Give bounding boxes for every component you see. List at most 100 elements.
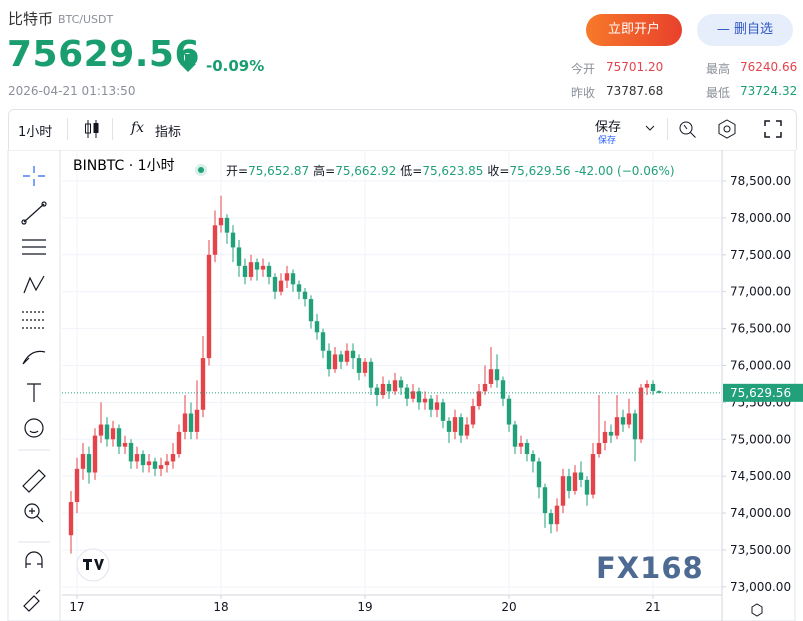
candle-body (350, 350, 356, 359)
pair: BTC/USDT (58, 13, 114, 26)
separator (667, 118, 668, 140)
candle-body (260, 265, 266, 270)
candle-body (500, 380, 506, 399)
candle-body (212, 225, 218, 255)
candle-body (572, 472, 578, 491)
stat-label: 昨收 (571, 86, 596, 100)
grid (62, 150, 722, 595)
y-tick-label: 73,500.00 (730, 543, 791, 557)
candle-body (512, 424, 518, 447)
candle-body (80, 454, 86, 469)
stat-label: 今开 (571, 62, 596, 76)
candle-body (344, 350, 350, 362)
candle-body (110, 428, 116, 440)
candle-body (602, 431, 608, 443)
legend-label: 高= (313, 164, 336, 178)
candle-body (536, 461, 542, 488)
candle-body (146, 461, 152, 466)
candle-body (254, 262, 260, 270)
candle-body (506, 398, 512, 425)
candle-body (446, 420, 452, 432)
chevron[interactable] (644, 123, 656, 133)
candle-body (584, 479, 590, 495)
candle-body (596, 442, 602, 455)
candle-body (98, 424, 104, 436)
price: 75629.56 (7, 34, 201, 75)
candle-body (590, 454, 596, 495)
candle-body (314, 321, 320, 333)
candle-body (116, 428, 122, 447)
save[interactable]: 保存 (595, 120, 622, 135)
candle-body (620, 417, 626, 425)
candle-body (440, 402, 446, 421)
stat-value: 75701.20 (606, 60, 664, 74)
y-tick-label: 75,000.00 (730, 432, 791, 446)
interval[interactable]: 1小时 (18, 125, 53, 140)
candle-body (608, 431, 614, 436)
legend-value: 75,662.92 (335, 164, 397, 178)
candle-body (566, 476, 572, 491)
timestamp: 2026-04-21 01:13:50 (8, 84, 136, 98)
candle-body (398, 380, 404, 388)
settings-icon[interactable] (716, 118, 738, 140)
axis-settings-icon[interactable] (751, 603, 763, 617)
fullscreen-icon[interactable] (763, 119, 783, 139)
candle-body (86, 454, 92, 473)
candle-body (182, 413, 188, 432)
snapshot-icon[interactable] (677, 118, 699, 140)
open-account-button[interactable]: 立即开户 (586, 14, 682, 46)
y-tick-label: 76,000.00 (730, 358, 791, 372)
candle-body (626, 413, 632, 425)
y-tick-label: 78,500.00 (730, 174, 791, 188)
candle-body (248, 262, 254, 277)
candle-body (296, 284, 302, 292)
candle-body (176, 431, 182, 455)
stat-value: 73724.32 (740, 84, 798, 98)
candle-body (554, 505, 560, 525)
candle-body (422, 398, 428, 403)
chart-title: BINBTC · 1小时 (73, 158, 175, 174)
candle-body (530, 454, 536, 462)
legend-value: 75,629.56 (509, 164, 571, 178)
coin-name: 比特币 (8, 10, 54, 28)
candle-body (290, 273, 296, 285)
stat-value: 76240.66 (740, 60, 798, 74)
down-arrow (180, 54, 196, 72)
candle-body (362, 361, 368, 373)
y-tick-label: 77,500.00 (730, 248, 791, 262)
drawing-tools[interactable] (21, 166, 47, 612)
candle-body (548, 513, 554, 525)
candle-body (200, 358, 206, 410)
stat-label: 最高 (706, 62, 731, 76)
candle-body (68, 502, 74, 536)
chart: BINBTC · 1小时 FX168 73,000.00 73,500.00 74,… (7, 150, 803, 621)
last-price-label: 75,629.56 (730, 386, 791, 400)
indicators[interactable]: 指标 (155, 125, 182, 140)
remove-watch-button[interactable]: — 删自选 (697, 14, 793, 46)
candle-body (374, 387, 380, 396)
candle-body (218, 217, 224, 226)
last-price-box (723, 383, 803, 402)
candle-body (152, 461, 158, 469)
candle-body (524, 442, 530, 455)
candle-body (158, 465, 164, 469)
tv-logo (83, 559, 104, 570)
separator (67, 118, 68, 140)
candle-body (170, 454, 176, 462)
candle-body (194, 409, 200, 432)
candle-icon[interactable] (84, 119, 100, 139)
save-sub: 保存 (598, 136, 617, 146)
candle-body (266, 265, 272, 277)
candle-body (122, 442, 128, 447)
candle-body (644, 383, 650, 388)
candle-body (92, 435, 98, 473)
stat-value: 73787.68 (606, 84, 664, 98)
candle-body (650, 383, 656, 392)
y-tick-label: 78,000.00 (730, 211, 791, 225)
candle-body (224, 217, 230, 233)
indicators-icon[interactable]: fx (131, 120, 145, 136)
candle-body (326, 350, 332, 370)
candle-body (458, 417, 464, 436)
candle-body (308, 299, 314, 322)
y-tick-label: 74,500.00 (730, 469, 791, 483)
